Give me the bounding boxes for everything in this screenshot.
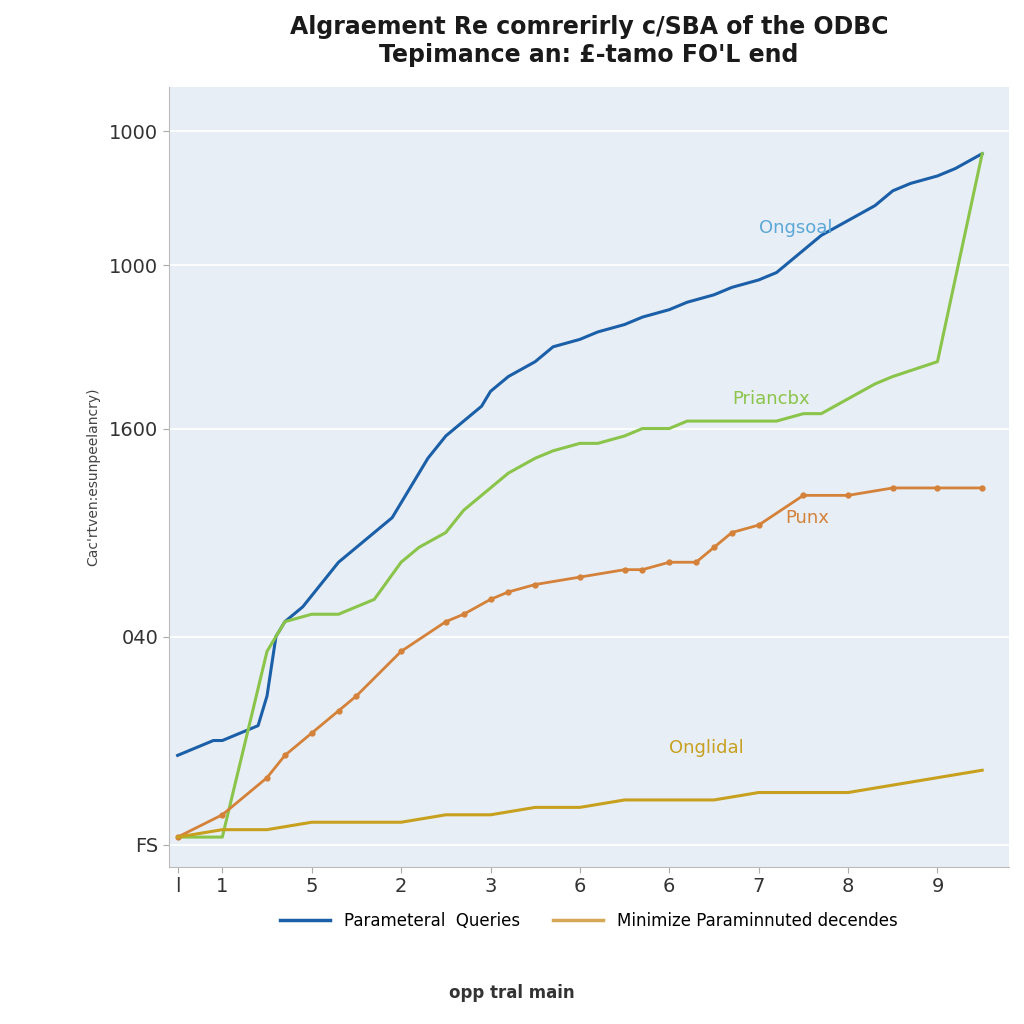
Text: opp tral main: opp tral main xyxy=(450,984,574,1002)
Text: Priancbx: Priancbx xyxy=(732,390,810,408)
Text: Ongsoal: Ongsoal xyxy=(759,219,833,237)
Text: Onglidal: Onglidal xyxy=(670,739,744,757)
Title: Algraement Re comrerirly c/SBA of the ODBC
Tepimance an: £-tamo FO'L end: Algraement Re comrerirly c/SBA of the OD… xyxy=(290,15,888,67)
Y-axis label: Cac'rtven:esunpeelancry): Cac'rtven:esunpeelancry) xyxy=(87,387,100,566)
Legend: Parameteral  Queries, Minimize Paraminnuted decendes: Parameteral Queries, Minimize Paraminnut… xyxy=(273,905,904,937)
Text: Punx: Punx xyxy=(785,509,829,526)
